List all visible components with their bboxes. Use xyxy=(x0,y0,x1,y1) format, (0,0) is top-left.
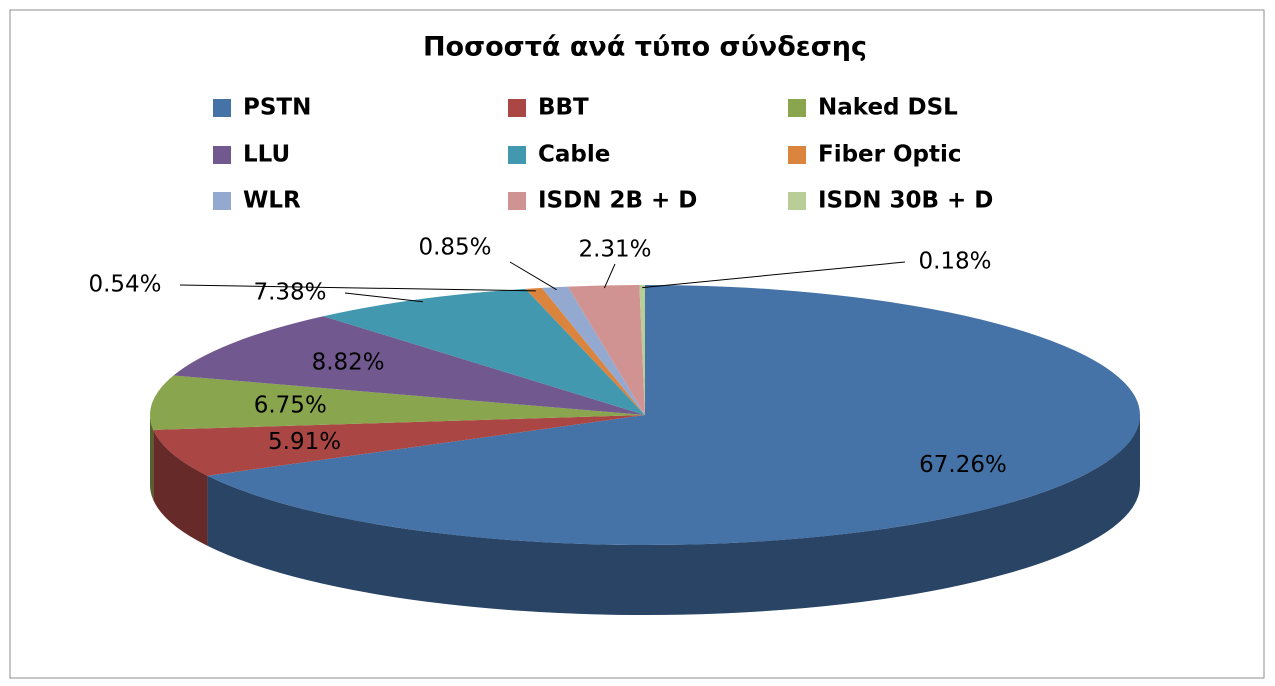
slice-side xyxy=(153,429,208,546)
legend-label: LLU xyxy=(243,142,290,168)
legend-swatch xyxy=(508,99,526,117)
slice-side-shade xyxy=(153,429,208,546)
data-label: 5.91% xyxy=(268,429,341,455)
slice-side-shade xyxy=(150,415,154,500)
slice-side xyxy=(207,415,1140,616)
slice xyxy=(639,285,645,415)
legend-swatch xyxy=(213,99,231,117)
legend-label: BBT xyxy=(538,95,589,121)
leader-line xyxy=(642,261,906,289)
leader-line xyxy=(603,263,616,289)
legend-label: ISDN 2B + D xyxy=(538,188,697,214)
slice-side xyxy=(150,415,154,500)
legend-label: WLR xyxy=(243,188,301,214)
slice xyxy=(153,415,646,476)
legend-swatch xyxy=(508,192,526,210)
legend-label: PSTN xyxy=(243,95,311,121)
data-label: 0.18% xyxy=(918,249,991,275)
legend-label: Fiber Optic xyxy=(818,142,962,168)
slice xyxy=(207,285,1141,545)
slice xyxy=(173,316,645,415)
legend-swatch xyxy=(788,192,806,210)
leader-line xyxy=(509,261,557,291)
chart-title: Ποσοστά ανά τύπο σύνδεσης xyxy=(423,32,867,63)
data-label: 6.75% xyxy=(254,392,327,418)
legend-swatch xyxy=(788,99,806,117)
data-label: 67.26% xyxy=(919,452,1007,478)
slice xyxy=(567,285,645,415)
data-label: 8.82% xyxy=(312,350,385,376)
leader-line xyxy=(344,292,423,303)
slice xyxy=(541,286,645,415)
slice xyxy=(525,287,645,415)
legend-swatch xyxy=(213,146,231,164)
leader-line xyxy=(179,284,536,292)
legend-swatch xyxy=(213,192,231,210)
data-label: 2.31% xyxy=(578,237,651,263)
legend-label: Cable xyxy=(538,142,610,168)
slice xyxy=(149,375,645,430)
slice-side-shade xyxy=(207,415,1140,616)
legend-swatch xyxy=(788,146,806,164)
legend-label: Naked DSL xyxy=(818,95,958,121)
data-label: 0.54% xyxy=(88,272,161,298)
data-label: 7.38% xyxy=(253,280,326,306)
legend-label: ISDN 30B + D xyxy=(818,188,993,214)
data-label: 0.85% xyxy=(418,235,491,261)
legend-swatch xyxy=(508,146,526,164)
slice xyxy=(323,288,645,415)
